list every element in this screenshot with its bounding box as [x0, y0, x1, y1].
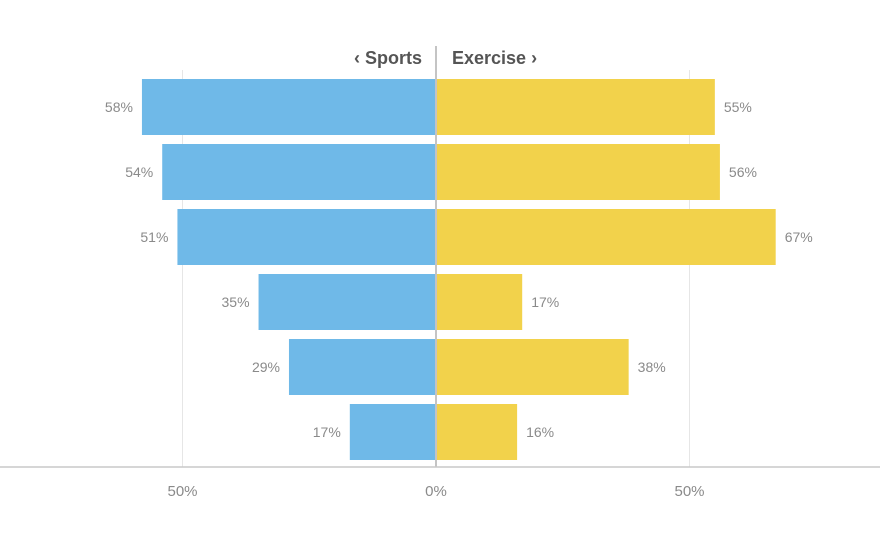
data-label-sports: 35%: [222, 294, 250, 310]
x-tick-label: 50%: [674, 483, 704, 500]
data-label-exercise: 56%: [729, 164, 757, 180]
data-label-exercise: 16%: [526, 424, 554, 440]
bar-exercise: [436, 274, 523, 330]
x-tick-label: 50%: [167, 483, 197, 500]
data-label-sports: 17%: [313, 424, 341, 440]
series-header-sports: ‹ Sports: [354, 48, 422, 68]
data-label-sports: 58%: [105, 99, 133, 115]
bar-sports: [177, 209, 436, 265]
bar-exercise: [436, 144, 720, 200]
bar-sports: [141, 79, 436, 135]
bar-sports: [162, 144, 436, 200]
data-label-sports: 29%: [252, 359, 280, 375]
x-tick-label: 0%: [425, 483, 447, 500]
data-label-sports: 54%: [125, 164, 153, 180]
bar-sports: [288, 339, 436, 395]
series-header-exercise: Exercise ›: [452, 48, 537, 68]
data-label-exercise: 55%: [724, 99, 752, 115]
bar-exercise: [436, 339, 629, 395]
bar-exercise: [436, 404, 518, 460]
data-label-exercise: 67%: [785, 229, 813, 245]
bar-exercise: [436, 79, 715, 135]
data-label-sports: 51%: [140, 229, 168, 245]
data-label-exercise: 38%: [638, 359, 666, 375]
bar-sports: [349, 404, 436, 460]
bar-exercise: [436, 209, 776, 265]
bar-sports: [258, 274, 436, 330]
data-label-exercise: 17%: [531, 294, 559, 310]
